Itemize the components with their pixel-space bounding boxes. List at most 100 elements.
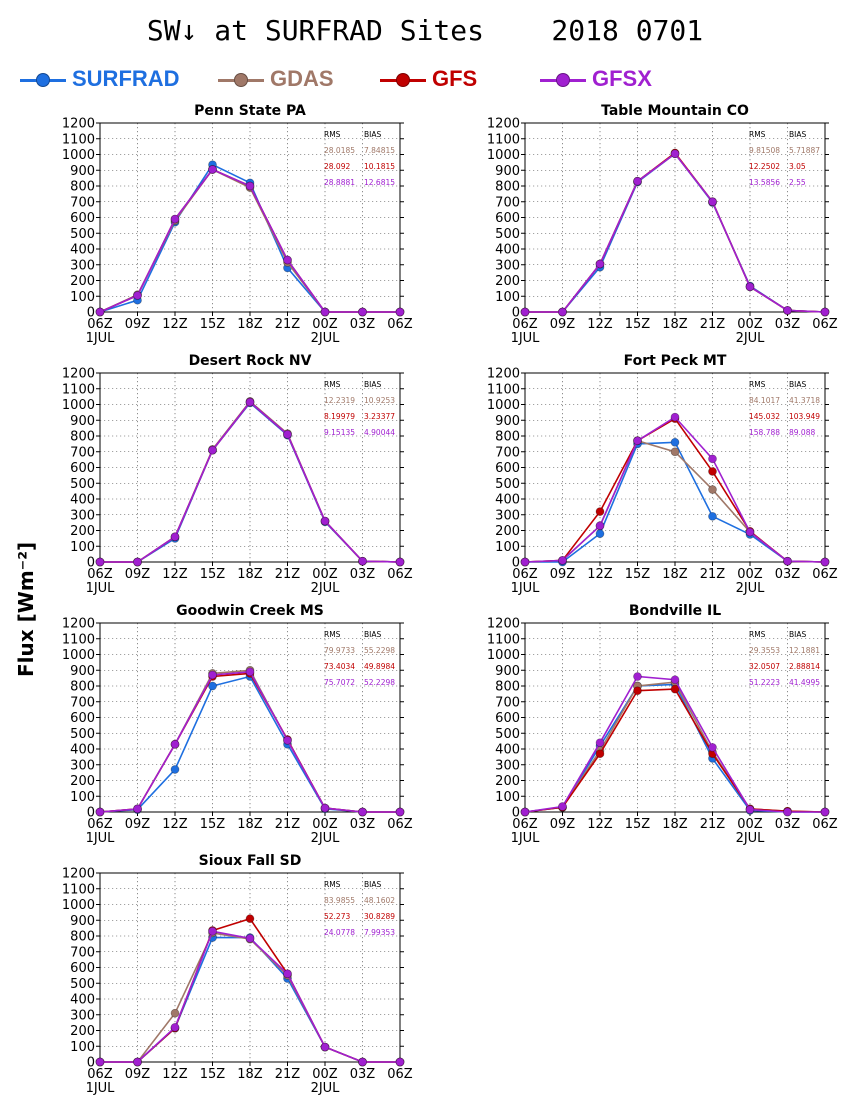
x-date-label: 1JUL: [86, 331, 116, 346]
data-point-gfsx: [595, 521, 605, 531]
stats-header-rms: RMS: [749, 130, 766, 139]
x-tick-label: 06Z: [812, 567, 838, 582]
stats-header-rms: RMS: [749, 630, 766, 639]
y-tick-label: 700: [70, 945, 95, 960]
x-tick-label: 21Z: [275, 317, 301, 332]
stats-header-rms: RMS: [324, 380, 341, 389]
data-point-surfrad: [708, 511, 717, 521]
y-tick-label: 1000: [62, 648, 95, 663]
x-tick-label: 06Z: [387, 567, 413, 582]
x-tick-label: 06Z: [812, 317, 838, 332]
data-point-gfsx: [708, 197, 717, 207]
x-tick-label: 15Z: [200, 1067, 226, 1082]
data-point-gfsx: [95, 807, 105, 817]
stats-rms-value: 29.3553: [749, 646, 780, 655]
x-tick-label: 06Z: [87, 567, 113, 582]
x-tick-label: 12Z: [587, 817, 613, 832]
x-tick-label: 18Z: [662, 817, 688, 832]
y-tick-label: 900: [70, 914, 95, 929]
x-tick-label: 21Z: [700, 817, 726, 832]
stats-bias-value: 12.1881: [789, 646, 820, 655]
x-tick-label: 00Z: [312, 317, 338, 332]
data-point-gfsx: [783, 306, 792, 315]
chart-panel: Sioux Fall SD 010020030040050060070080090…: [62, 853, 413, 1096]
data-point-gfsx: [245, 934, 255, 943]
chart-title: Desert Rock NV: [189, 353, 312, 369]
data-point-gfsx: [595, 738, 605, 748]
stats-header-rms: RMS: [324, 630, 341, 639]
y-tick-label: 200: [495, 774, 520, 789]
x-tick-label: 21Z: [275, 817, 301, 832]
stats-rms-value: 32.0507: [749, 662, 780, 671]
y-tick-label: 500: [495, 227, 520, 242]
x-tick-label: 06Z: [512, 567, 538, 582]
y-tick-label: 800: [495, 180, 520, 195]
y-tick-label: 600: [495, 211, 520, 226]
x-date-label: 1JUL: [511, 581, 541, 596]
y-tick-label: 1000: [487, 398, 520, 413]
y-tick-label: 400: [70, 993, 95, 1008]
x-tick-label: 00Z: [312, 817, 338, 832]
y-tick-label: 300: [495, 758, 520, 773]
data-point-gfsx: [95, 557, 105, 567]
stats-bias-value: 41.3718: [789, 396, 820, 405]
legend-label: GFS: [432, 66, 478, 91]
y-tick-label: 800: [70, 680, 95, 695]
data-point-gfsx: [558, 556, 567, 565]
stats-header-bias: BIAS: [364, 380, 381, 389]
legend-swatch-marker: [396, 73, 410, 87]
y-tick-label: 200: [70, 774, 95, 789]
legend-swatch-marker: [234, 73, 248, 87]
data-point-gfsx: [283, 735, 292, 745]
stats-rms-value: 8.19979: [324, 412, 355, 421]
y-tick-label: 300: [495, 508, 520, 523]
y-tick-label: 400: [70, 743, 95, 758]
y-tick-label: 500: [70, 977, 95, 992]
data-point-surfrad: [208, 681, 217, 691]
stats-rms-value: 28.8881: [324, 178, 355, 187]
data-point-gfsx: [245, 181, 255, 191]
data-point-surfrad: [670, 437, 680, 447]
x-tick-label: 00Z: [312, 567, 338, 582]
y-tick-label: 0: [512, 806, 520, 821]
y-tick-label: 400: [495, 743, 520, 758]
x-date-label: 2JUL: [311, 331, 341, 346]
x-date-label: 1JUL: [86, 831, 116, 846]
data-point-gfsx: [395, 307, 405, 317]
y-tick-label: 400: [495, 493, 520, 508]
stats-header-rms: RMS: [324, 880, 341, 889]
y-tick-label: 700: [70, 695, 95, 710]
x-tick-label: 03Z: [350, 317, 376, 332]
y-tick-label: 0: [87, 306, 95, 321]
data-point-gfsx: [133, 1057, 142, 1067]
data-point-gfsx: [395, 557, 405, 567]
y-tick-label: 600: [495, 461, 520, 476]
legend-label: GFSX: [592, 66, 652, 91]
y-tick-label: 1100: [62, 632, 95, 647]
data-point-gfsx: [320, 803, 330, 813]
x-tick-label: 06Z: [812, 817, 838, 832]
y-tick-label: 800: [70, 430, 95, 445]
x-tick-label: 12Z: [162, 317, 188, 332]
stats-rms-value: 13.5856: [749, 178, 780, 187]
y-tick-label: 600: [70, 961, 95, 976]
y-tick-label: 800: [70, 180, 95, 195]
y-tick-label: 0: [512, 306, 520, 321]
y-tick-label: 1200: [62, 867, 95, 882]
y-tick-label: 900: [70, 664, 95, 679]
y-tick-label: 1000: [487, 148, 520, 163]
data-point-gfsx: [320, 1042, 330, 1052]
y-tick-label: 700: [70, 445, 95, 460]
chart-title: Fort Peck MT: [624, 353, 727, 369]
x-tick-label: 12Z: [162, 1067, 188, 1082]
y-tick-label: 1000: [62, 898, 95, 913]
y-tick-label: 1100: [487, 132, 520, 147]
data-point-gfsx: [133, 557, 142, 567]
data-point-gdas: [170, 1008, 180, 1018]
x-date-label: 2JUL: [736, 581, 766, 596]
data-point-gfs: [633, 686, 642, 696]
stats-bias-value: 5.71887: [789, 146, 820, 155]
data-point-gfsx: [320, 516, 330, 526]
y-tick-label: 300: [495, 258, 520, 273]
